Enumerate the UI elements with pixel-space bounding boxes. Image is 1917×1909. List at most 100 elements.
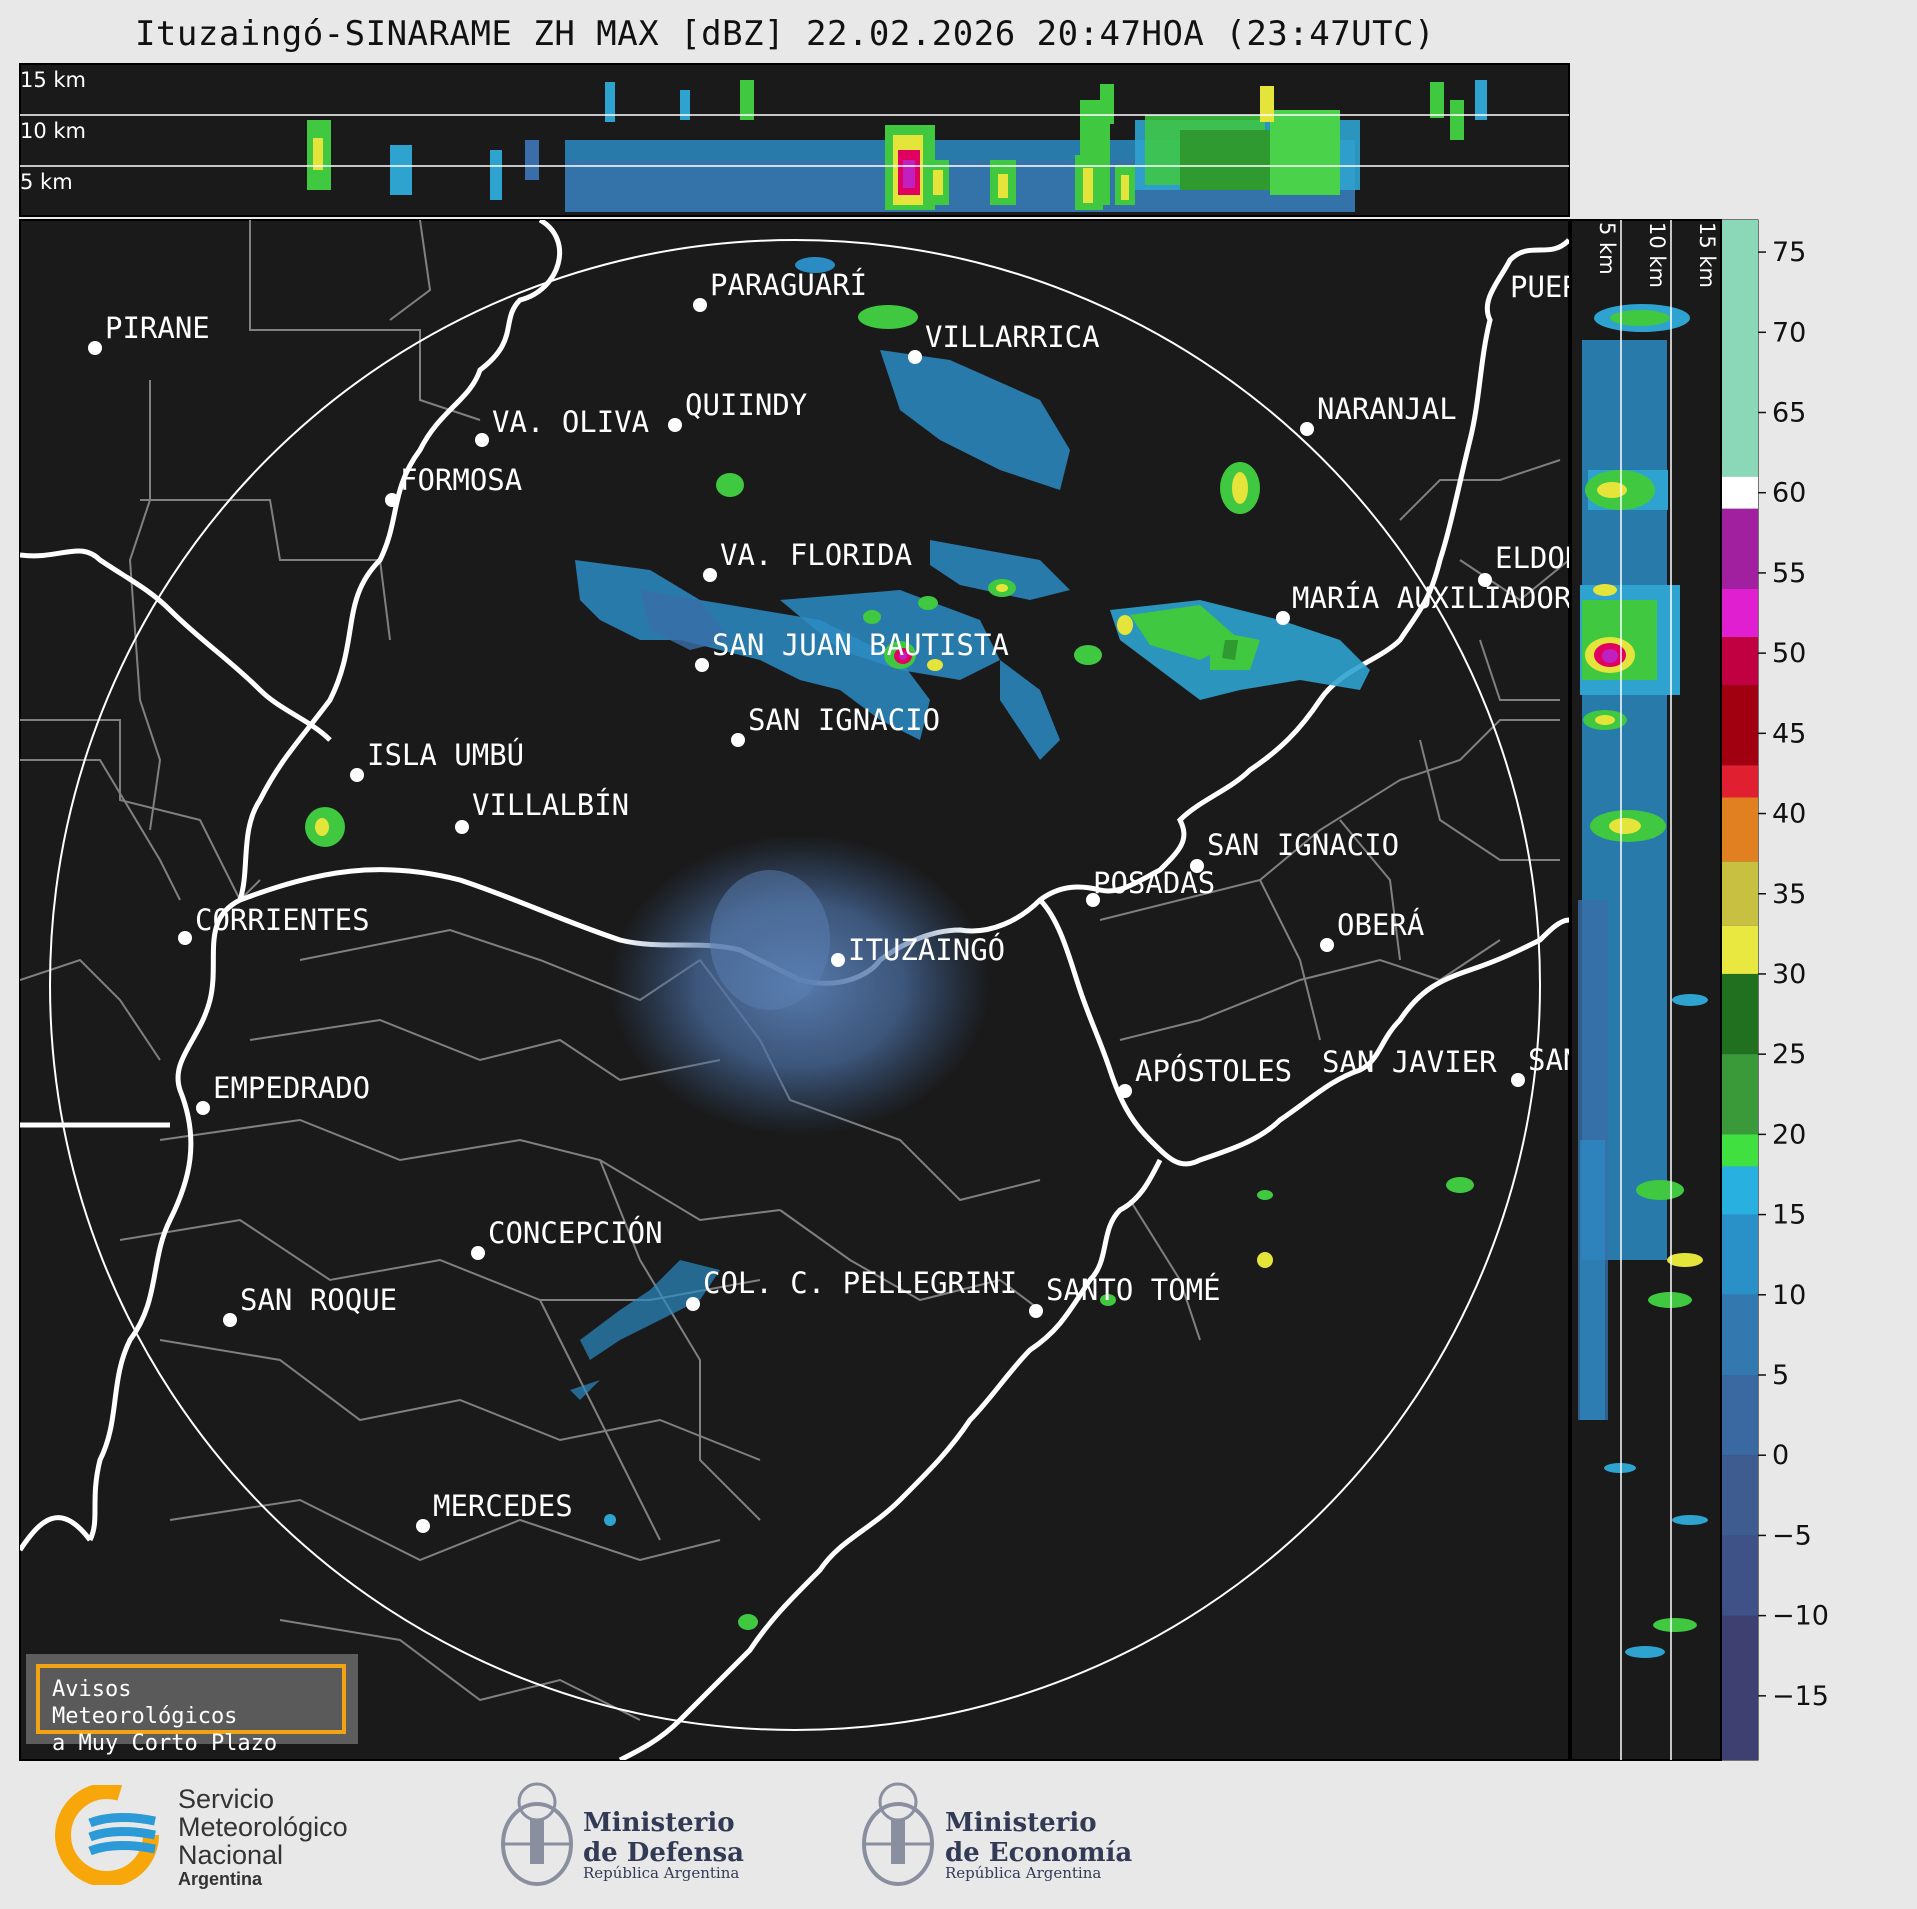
- top-km-label-10: 10 km: [20, 119, 86, 143]
- city-label: SAN IGNACIO: [1207, 828, 1399, 862]
- city-label: QUIINDY: [685, 388, 807, 422]
- city-markers: PARAGUARÍ PIRANE VILLARRICA VA. OLIVA QU…: [88, 268, 1703, 1533]
- colorbar-tick-label: 45: [1772, 718, 1806, 749]
- colorbar-band: [1722, 1615, 1758, 1760]
- colorbar-tick-label: 15: [1772, 1200, 1806, 1231]
- radar-echoes: [305, 257, 1474, 1630]
- economia-line1: Ministerio: [945, 1808, 1097, 1838]
- city-label: ITUZAINGÓ: [848, 933, 1005, 967]
- colorbar-tick-label: −5: [1772, 1520, 1812, 1551]
- city-label: VILLALBÍN: [472, 788, 629, 822]
- city-label: SAN JAVIER: [1322, 1045, 1497, 1079]
- side-km-label-5: 5 km: [1595, 222, 1619, 275]
- city-label: SAN IGNACIO: [748, 703, 940, 737]
- city-label: NARANJAL: [1317, 392, 1457, 426]
- colorbar-band: [1722, 508, 1758, 589]
- colorbar-tick-label: 55: [1772, 558, 1806, 589]
- colorbar-band: [1722, 1166, 1758, 1215]
- colorbar-tick-label: 5: [1772, 1360, 1789, 1391]
- defensa-sub: República Argentina: [583, 1864, 740, 1882]
- colorbar-band: [1722, 637, 1758, 686]
- colorbar-band: [1722, 765, 1758, 798]
- colorbar-band: [1722, 1214, 1758, 1295]
- colorbar-tick-label: 25: [1772, 1039, 1806, 1070]
- city-label: CONCEPCIÓN: [488, 1216, 663, 1250]
- economia-coat-of-arms-icon: [862, 1782, 934, 1886]
- city-label: PUERTO: [1510, 270, 1615, 304]
- city-label: ELDORADO: [1495, 541, 1635, 575]
- colorbar-tick-label: 50: [1772, 638, 1806, 669]
- smn-logo-icon: [55, 1785, 159, 1885]
- colorbar-band: [1722, 685, 1758, 766]
- colorbar-band: [1722, 588, 1758, 638]
- colorbar-tick-label: 70: [1772, 317, 1806, 348]
- colorbar-band: [1722, 925, 1758, 974]
- smn-line1: Servicio: [178, 1784, 275, 1814]
- city-label: SANTO TOMÉ: [1046, 1273, 1221, 1307]
- colorbar-tick-label: 40: [1772, 799, 1806, 830]
- city-label: CORRIENTES: [195, 903, 370, 937]
- colorbar-tick-label: −10: [1772, 1601, 1829, 1632]
- colorbar-tick-label: 60: [1772, 478, 1806, 509]
- colorbar-tick-label: 65: [1772, 398, 1806, 429]
- colorbar-band: [1722, 476, 1758, 509]
- city-label: MARÍA AUXILIADORA: [1292, 581, 1589, 615]
- city-label: VA. FLORIDA: [720, 538, 912, 572]
- colorbar-tick-label: 20: [1772, 1119, 1806, 1150]
- chart-title: Ituzaingó-SINARAME ZH MAX [dBZ] 22.02.20…: [134, 14, 1436, 54]
- economia-line2: de Economía: [945, 1838, 1133, 1868]
- smn-logo-text: Servicio Meteorológico Nacional Argentin…: [178, 1785, 348, 1889]
- city-label: VA. OLIVA: [492, 405, 649, 439]
- colorbar-tick-label: 0: [1772, 1440, 1789, 1471]
- colorbar-tick-label: −15: [1772, 1681, 1829, 1712]
- defensa-logo-text: Ministerio de Defensa: [583, 1808, 744, 1868]
- colorbar-tick-label: 30: [1772, 959, 1806, 990]
- city-label: APÓSTOLES: [1135, 1054, 1292, 1088]
- colorbar-band: [1722, 1054, 1758, 1135]
- colorbar-band: [1722, 973, 1758, 1055]
- smn-line3: Nacional: [178, 1840, 284, 1870]
- colorbar-band: [1722, 1455, 1758, 1536]
- city-label: EMPEDRADO: [213, 1071, 370, 1105]
- side-km-label-10: 10 km: [1645, 222, 1669, 288]
- colorbar-tick-label: 35: [1772, 879, 1806, 910]
- city-label: MERCEDES: [433, 1489, 573, 1523]
- avisos-button[interactable]: Avisos Meteorológicos a Muy Corto Plazo: [36, 1664, 346, 1756]
- colorbar-band: [1722, 1134, 1758, 1167]
- city-label: POSADAS: [1093, 866, 1215, 900]
- city-label: SAN JAVIER: [1528, 1043, 1703, 1077]
- defensa-line1: Ministerio: [583, 1808, 735, 1838]
- colorbar-band: [1722, 220, 1758, 477]
- defensa-line2: de Defensa: [583, 1838, 744, 1868]
- map-panel: PARAGUARÍ PIRANE VILLARRICA VA. OLIVA QU…: [19, 219, 1703, 1761]
- top-km-label-5: 5 km: [20, 170, 73, 194]
- range-ring: [49, 239, 1541, 1731]
- top-height-panel: 15 km 10 km 5 km: [19, 63, 1570, 217]
- smn-line4: Argentina: [178, 1869, 263, 1889]
- smn-line2: Meteorológico: [178, 1812, 348, 1842]
- colorbar-band: [1722, 861, 1758, 926]
- city-label: SAN JUAN BAUTISTA: [712, 628, 1009, 662]
- top-km-label-15: 15 km: [20, 68, 86, 92]
- colorbar-band: [1722, 797, 1758, 862]
- city-label: PIRANE: [105, 311, 210, 345]
- colorbar-tick-label: 10: [1772, 1280, 1806, 1311]
- city-label: SAN ROQUE: [240, 1283, 397, 1317]
- colorbar-tick-label: 75: [1772, 237, 1806, 268]
- city-label: ISLA UMBÚ: [367, 738, 524, 772]
- economia-logo-text: Ministerio de Economía: [945, 1808, 1132, 1868]
- colorbar-band: [1722, 1535, 1758, 1616]
- city-label: FORMOSA: [400, 463, 522, 497]
- colorbar-band: [1722, 1294, 1758, 1375]
- city-label: OBERÁ: [1337, 908, 1424, 942]
- defensa-coat-of-arms-icon: [501, 1782, 573, 1886]
- city-label: COL. C. PELLEGRINI: [703, 1266, 1017, 1300]
- colorbar-band: [1722, 1375, 1758, 1456]
- city-label: PARAGUARÍ: [710, 268, 867, 302]
- side-km-label-15: 15 km: [1695, 222, 1719, 288]
- avisos-line2: a Muy Corto Plazo: [52, 1731, 278, 1756]
- side-height-panel: 5 km 10 km 15 km: [1570, 219, 1722, 1761]
- economia-sub: República Argentina: [945, 1864, 1102, 1882]
